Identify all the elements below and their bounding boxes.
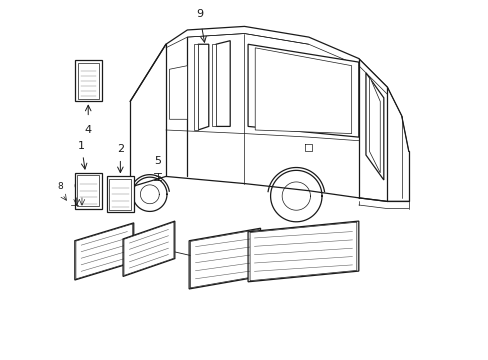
Polygon shape (123, 221, 175, 276)
Polygon shape (255, 48, 351, 134)
Bar (109, 179, 131, 210)
Polygon shape (190, 229, 259, 288)
Bar (75, 60, 102, 102)
Bar (77, 175, 99, 206)
Bar (107, 176, 134, 212)
Bar (75, 173, 102, 208)
Polygon shape (216, 41, 230, 126)
Text: 3: 3 (200, 252, 206, 262)
Text: 8: 8 (57, 183, 62, 192)
Text: 4: 4 (84, 125, 92, 135)
Text: 9: 9 (196, 9, 203, 19)
Polygon shape (189, 228, 260, 289)
Polygon shape (76, 224, 132, 279)
Polygon shape (249, 222, 356, 281)
Polygon shape (130, 26, 408, 208)
Text: 5: 5 (154, 157, 161, 166)
Text: 7: 7 (79, 183, 84, 192)
Text: 2: 2 (117, 144, 123, 154)
Polygon shape (212, 44, 216, 126)
Polygon shape (124, 222, 174, 275)
Polygon shape (194, 44, 198, 130)
Polygon shape (75, 223, 134, 280)
Bar (78, 63, 99, 99)
Polygon shape (365, 73, 383, 180)
Text: 1: 1 (78, 141, 85, 151)
Polygon shape (369, 76, 380, 173)
Polygon shape (198, 44, 208, 130)
Text: 6: 6 (74, 183, 80, 192)
Polygon shape (247, 44, 358, 137)
Polygon shape (247, 221, 358, 282)
Polygon shape (169, 66, 187, 119)
